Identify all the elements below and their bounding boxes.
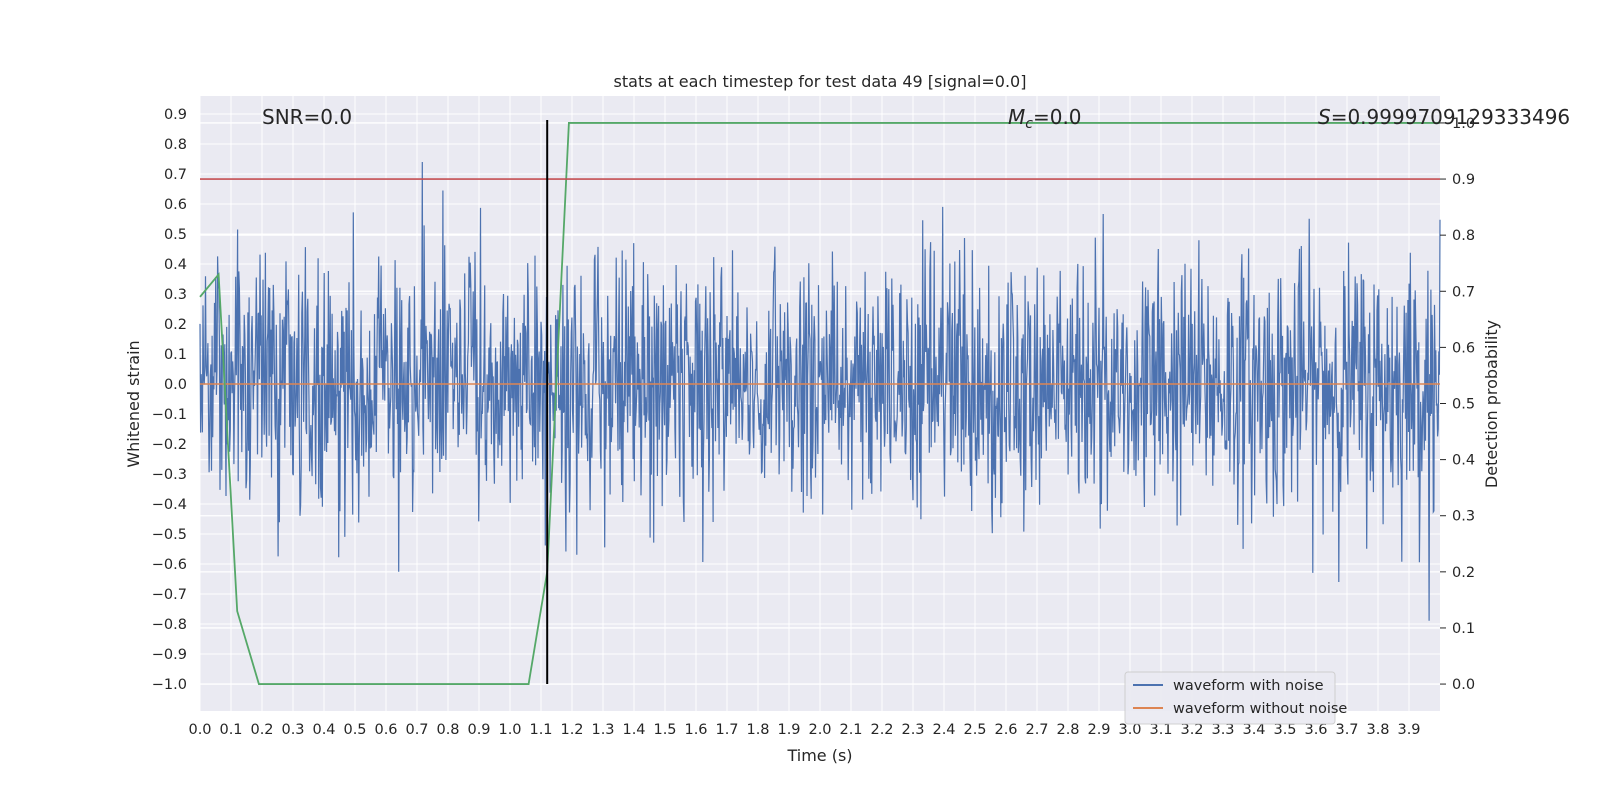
x-tick-label: 3.2 (1180, 722, 1203, 738)
x-tick-label: 0.1 (219, 722, 242, 738)
x-tick-label: 2.6 (994, 722, 1017, 738)
y2-tick-label: 0.8 (1452, 228, 1475, 244)
x-tick-label: 3.4 (1242, 722, 1265, 738)
y-tick-label: 0.4 (164, 257, 187, 273)
x-tick-label: 3.6 (1304, 722, 1327, 738)
chart-title: stats at each timestep for test data 49 … (614, 72, 1027, 91)
detection-probability-line (199, 122, 1440, 685)
y2-tick-label: 0.9 (1452, 172, 1475, 188)
chirp-mass-subscript: c (1025, 116, 1033, 132)
x-tick-label: 1.6 (684, 722, 707, 738)
x-tick-label: 1.3 (591, 722, 614, 738)
x-tick-label: 2.5 (963, 722, 986, 738)
x-tick-label: 0.7 (405, 722, 428, 738)
chirp-mass-value: =0.0 (1033, 105, 1082, 129)
x-tick-label: 2.7 (1025, 722, 1048, 738)
x-tick-label: 1.1 (529, 722, 552, 738)
x-tick-label: 1.0 (498, 722, 521, 738)
y2-tick-label: 0.7 (1452, 284, 1475, 300)
y-tick-label: −0.7 (152, 587, 187, 603)
detection-score-value: =0.9999709129333496 (1331, 105, 1570, 129)
x-tick-label: 1.5 (653, 722, 676, 738)
x-tick-label: 2.1 (839, 722, 862, 738)
x-tick-label: 2.9 (1087, 722, 1110, 738)
y-tick-label: −1.0 (152, 677, 187, 693)
x-tick-label: 3.5 (1273, 722, 1296, 738)
waveform-with-noise-line (199, 161, 1441, 621)
y-tick-label: −0.4 (152, 497, 187, 513)
y-tick-label: −0.5 (152, 527, 187, 543)
x-tick-label: 3.7 (1335, 722, 1358, 738)
detection-score-annotation: S=0.9999709129333496 (1318, 105, 1570, 129)
grid (199, 96, 1440, 711)
legend: waveform with noise waveform without noi… (1124, 671, 1347, 725)
x-tick-label: 2.3 (901, 722, 924, 738)
legend-label-with-noise: waveform with noise (1173, 678, 1324, 694)
x-tick-label: 3.3 (1211, 722, 1234, 738)
y-tick-label: 0.6 (164, 197, 187, 213)
y-tick-label: −0.9 (152, 647, 187, 663)
x-tick-label: 1.9 (777, 722, 800, 738)
x-tick-label: 3.1 (1149, 722, 1172, 738)
x-tick-label: 0.6 (374, 722, 397, 738)
x-tick-label: 2.0 (808, 722, 831, 738)
y-tick-label: 0.3 (164, 287, 187, 303)
y2-tick-label: 0.5 (1452, 397, 1475, 413)
y-tick-label: 0.8 (164, 137, 187, 153)
x-tick-label: 0.4 (312, 722, 335, 738)
x-tick-label: 3.0 (1118, 722, 1141, 738)
detection-score-symbol: S (1318, 105, 1331, 129)
x-tick-label: 1.2 (560, 722, 583, 738)
snr-annotation: SNR=0.0 (262, 105, 352, 129)
y-tick-label: 0.1 (164, 347, 187, 363)
x-tick-label: 2.4 (932, 722, 955, 738)
chirp-mass-symbol: M (1008, 105, 1025, 129)
x-tick-label: 0.0 (188, 722, 211, 738)
line-layer (199, 120, 1440, 685)
y-tick-label: −0.2 (152, 437, 187, 453)
y2-tick-label: 0.0 (1452, 677, 1475, 693)
y-tick-label: −0.8 (152, 617, 187, 633)
x-tick-label: 1.7 (715, 722, 738, 738)
x-tick-label: 1.8 (746, 722, 769, 738)
y2-tick-label: 1.0 (1452, 116, 1475, 132)
x-tick-label: 0.2 (250, 722, 273, 738)
y2-tick-label: 0.3 (1452, 509, 1475, 525)
x-tick-label: 0.5 (343, 722, 366, 738)
x-tick-label: 3.9 (1397, 722, 1420, 738)
legend-label-without-noise: waveform without noise (1173, 701, 1347, 717)
y-tick-label: 0.9 (164, 107, 187, 123)
x-tick-label: 0.8 (436, 722, 459, 738)
y-tick-label: 0.5 (164, 227, 187, 243)
y2-tick-label: 0.4 (1452, 453, 1475, 469)
x-tick-label: 2.2 (870, 722, 893, 738)
x-tick-label: 1.4 (622, 722, 645, 738)
legend-box (1124, 671, 1336, 725)
y-tick-label: 0.2 (164, 317, 187, 333)
y-tick-label: −0.3 (152, 467, 187, 483)
x-tick-label: 0.9 (467, 722, 490, 738)
x-tick-label: 0.3 (281, 722, 304, 738)
y2-tick-label: 0.6 (1452, 340, 1475, 356)
x-axis-label: Time (s) (786, 746, 852, 765)
y2-axis-label: Detection probability (1482, 320, 1501, 488)
x-tick-label: 3.8 (1366, 722, 1389, 738)
series-waveform-with-noise (199, 161, 1441, 621)
y-tick-label: 0.0 (164, 377, 187, 393)
x-tick-label: 2.8 (1056, 722, 1079, 738)
y-tick-label: 0.7 (164, 167, 187, 183)
y-tick-label: −0.6 (152, 557, 187, 573)
y2-tick-label: 0.1 (1452, 621, 1475, 637)
y-axis-label: Whitened strain (124, 340, 143, 467)
y-tick-label: −0.1 (152, 407, 187, 423)
tick-layer: 0.0 0.1 0.2 0.3 0.4 0.5 0.6 0.7 0.8 0.9 1.0 1.1 1.2 1… (152, 107, 1475, 738)
chirp-mass-annotation: Mc=0.0 (1008, 105, 1082, 132)
y2-tick-label: 0.2 (1452, 565, 1475, 581)
